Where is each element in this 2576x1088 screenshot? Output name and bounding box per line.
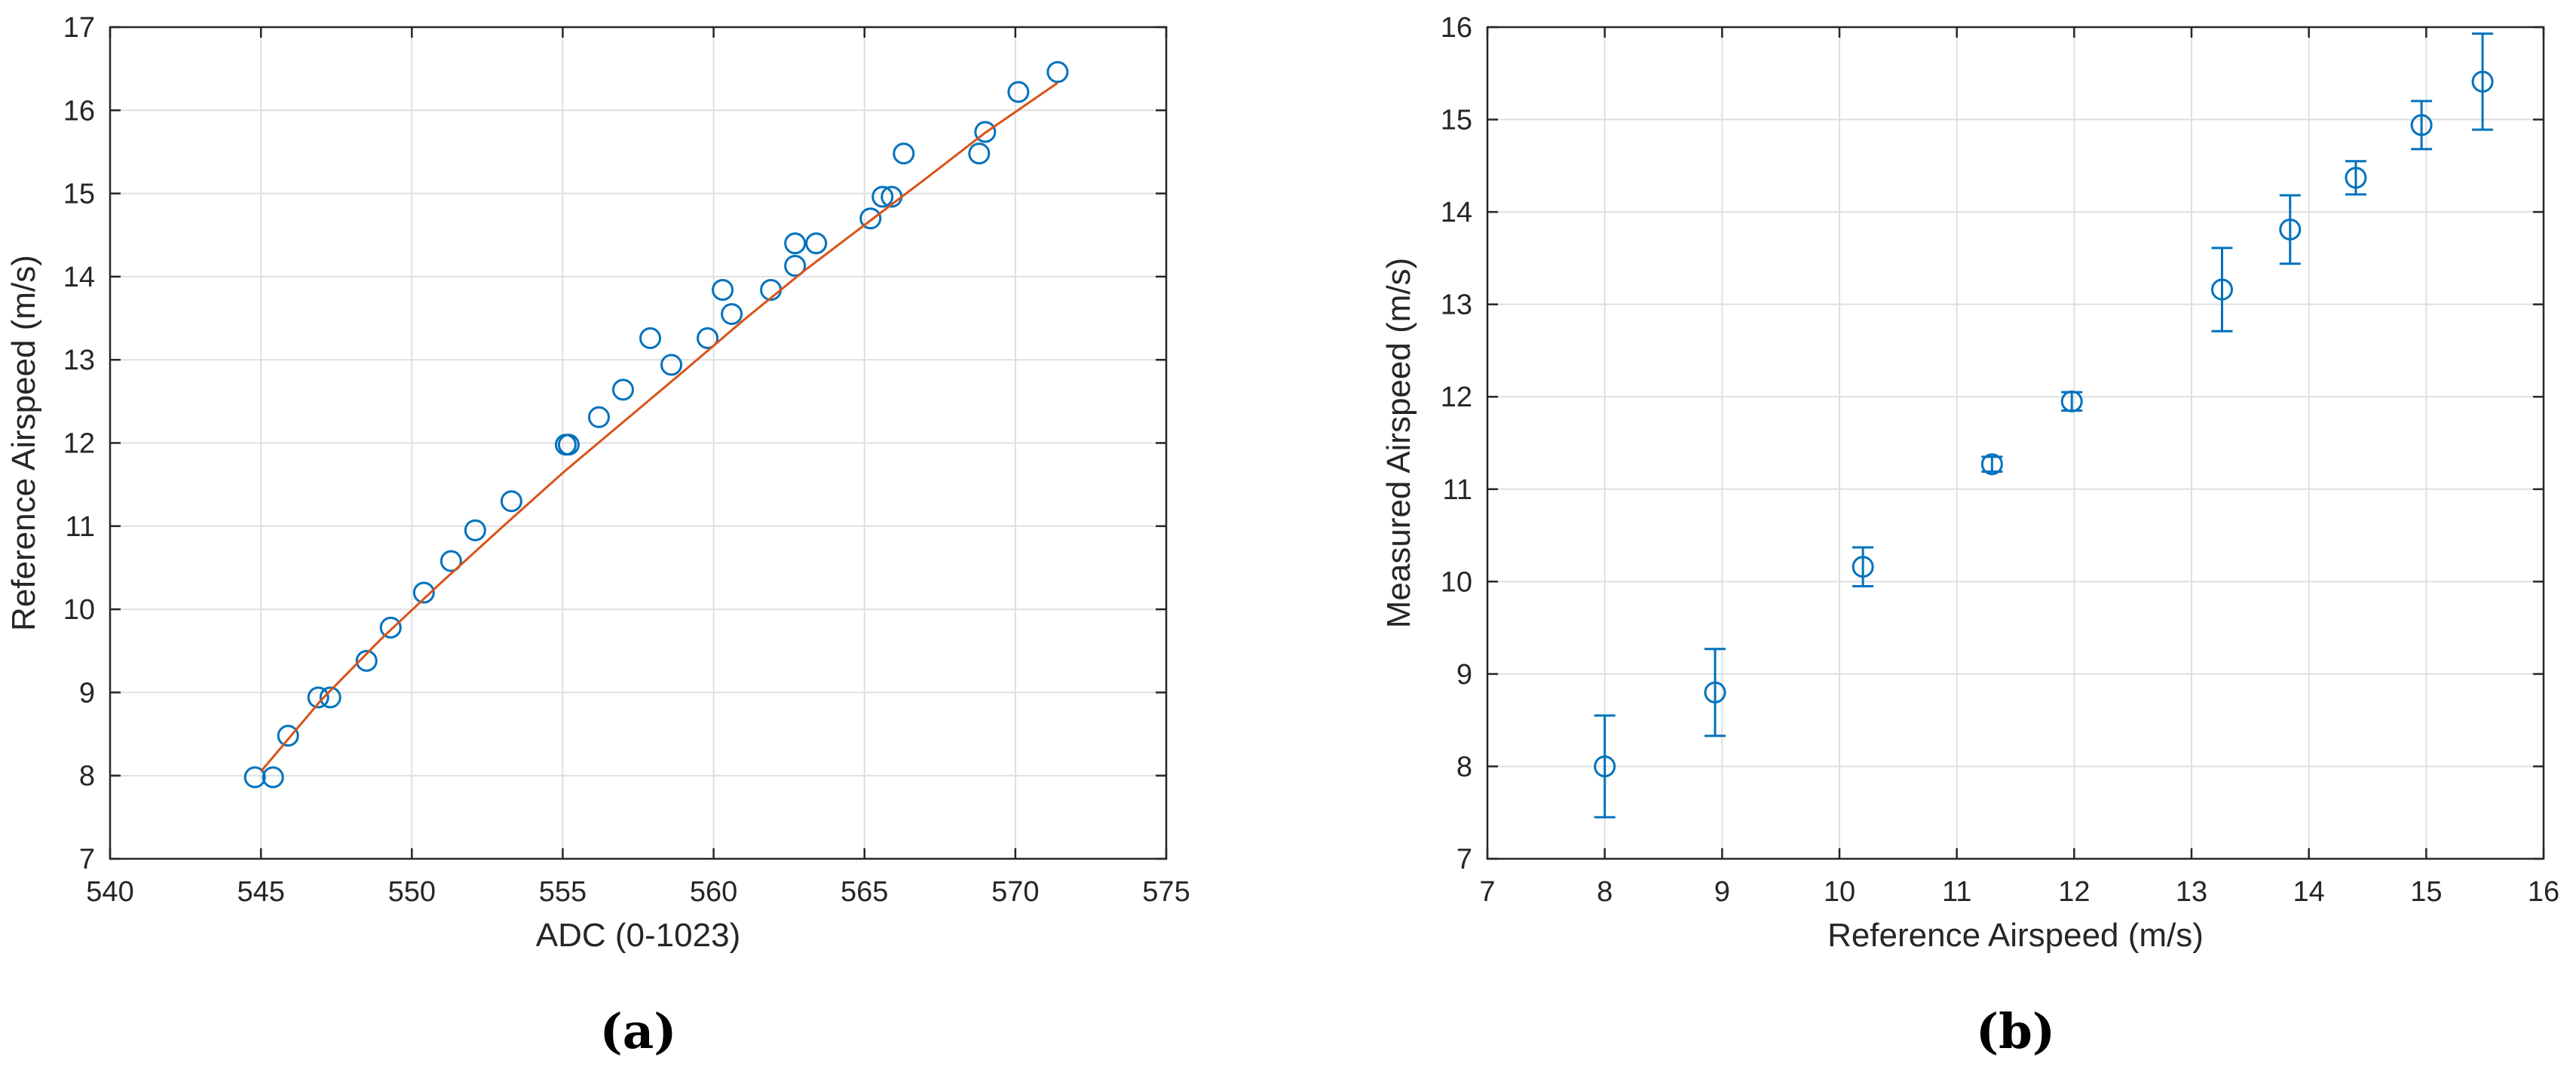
error-bar: [2279, 194, 2301, 265]
y-tick-label: 15: [63, 179, 95, 210]
x-tick-label: 11: [1942, 876, 1971, 908]
y-tick-label: 10: [63, 594, 95, 626]
y-tick-label: 12: [63, 428, 95, 460]
y-tick-label: 10: [1441, 566, 1472, 598]
data-point: [379, 616, 402, 639]
x-tick-label: 540: [86, 876, 133, 908]
y-tick-label: 17: [63, 12, 95, 44]
data-point: [639, 327, 662, 350]
data-point: [1852, 556, 1874, 578]
data-point: [307, 686, 329, 709]
data-point: [244, 766, 266, 789]
data-point: [784, 255, 807, 277]
data-point: [2060, 390, 2083, 412]
chart-panel-1: 540 545 550 555 560 565 570 575 7 8 9 10 11 12 13 14 15 1…: [5, 12, 1190, 1060]
y-axis-title: Measured Airspeed (m/s): [1380, 258, 1417, 629]
y-tick-label: 9: [1456, 659, 1472, 691]
data-point: [784, 232, 807, 255]
fit-curve: [259, 81, 1058, 773]
data-point: [2345, 167, 2367, 189]
y-tick-label: 12: [1441, 382, 1472, 413]
x-tick-label: 570: [991, 876, 1039, 908]
data-point: [587, 406, 610, 428]
y-tick-label: 7: [1456, 844, 1472, 875]
x-tick-label: 8: [1597, 876, 1613, 908]
y-tick-label: 8: [1456, 751, 1472, 783]
data-point: [1046, 61, 1069, 84]
data-point: [611, 379, 634, 401]
data-point: [712, 279, 734, 302]
data-point: [697, 327, 719, 350]
data-point: [500, 490, 522, 513]
x-tick-label: 7: [1479, 876, 1495, 908]
x-tick-label: 14: [2293, 876, 2325, 908]
data-point: [1980, 453, 2003, 476]
data-point: [557, 434, 580, 456]
plot-area-frame: [1486, 26, 2545, 860]
x-axis-title: ADC (0-1023): [536, 917, 740, 954]
error-bar: [1852, 546, 1874, 587]
data-point: [277, 725, 299, 747]
y-tick-label: 16: [63, 95, 95, 127]
x-tick-label: 9: [1714, 876, 1730, 908]
panel-label: (b): [1976, 1004, 2055, 1060]
x-tick-label: 12: [2058, 876, 2090, 908]
data-point: [1594, 755, 1616, 777]
y-tick-label: 11: [66, 511, 95, 543]
y-tick-label: 13: [1441, 290, 1472, 321]
error-bar: [1594, 714, 1616, 819]
data-point: [721, 303, 743, 326]
data-point: [2279, 218, 2302, 241]
data-point: [319, 686, 342, 709]
y-tick-label: 14: [1441, 197, 1472, 228]
data-point: [893, 143, 915, 165]
error-bar: [2211, 247, 2233, 333]
y-tick-label: 15: [1441, 105, 1472, 136]
x-tick-label: 575: [1142, 876, 1190, 908]
y-axis-title: Reference Airspeed (m/s): [5, 255, 42, 631]
data-point: [2210, 278, 2233, 301]
y-tick-label: 11: [1443, 474, 1472, 506]
data-point: [262, 766, 284, 789]
data-point: [464, 519, 486, 541]
error-bar: [2411, 100, 2433, 151]
data-point: [440, 550, 462, 572]
y-tick-label: 14: [63, 262, 95, 293]
data-point: [1007, 81, 1030, 103]
data-point: [974, 121, 997, 143]
error-bar: [2345, 160, 2366, 196]
chart-panel-2: 7 8 9 10 11 12 13 14 15 16 7 8 9 10 11 12 13 14 15 16 Refere…: [1380, 12, 2559, 1060]
data-point: [2471, 70, 2494, 93]
error-bar: [1704, 648, 1726, 737]
x-axis-title: Reference Airspeed (m/s): [1827, 917, 2204, 954]
x-tick-label: 10: [1824, 876, 1855, 908]
data-point: [805, 232, 828, 255]
y-tick-label: 13: [63, 345, 95, 376]
x-tick-label: 560: [690, 876, 737, 908]
x-tick-label: 550: [388, 876, 436, 908]
x-tick-label: 565: [841, 876, 888, 908]
data-point: [871, 185, 894, 208]
x-tick-label: 555: [539, 876, 587, 908]
x-tick-label: 15: [2410, 876, 2442, 908]
data-point: [2410, 114, 2433, 136]
y-tick-label: 16: [1441, 12, 1472, 44]
x-tick-label: 545: [237, 876, 284, 908]
error-bar: [2472, 32, 2494, 131]
y-tick-label: 9: [79, 677, 95, 709]
x-tick-label: 16: [2528, 876, 2559, 908]
y-tick-label: 8: [79, 761, 95, 792]
x-tick-label: 13: [2176, 876, 2207, 908]
panel-label: (a): [599, 1004, 676, 1060]
data-point: [1704, 681, 1726, 703]
data-point: [355, 649, 378, 672]
y-tick-label: 7: [79, 844, 95, 875]
data-point: [968, 143, 991, 165]
data-point: [660, 354, 683, 376]
data-point: [412, 581, 435, 604]
data-point: [859, 207, 882, 230]
